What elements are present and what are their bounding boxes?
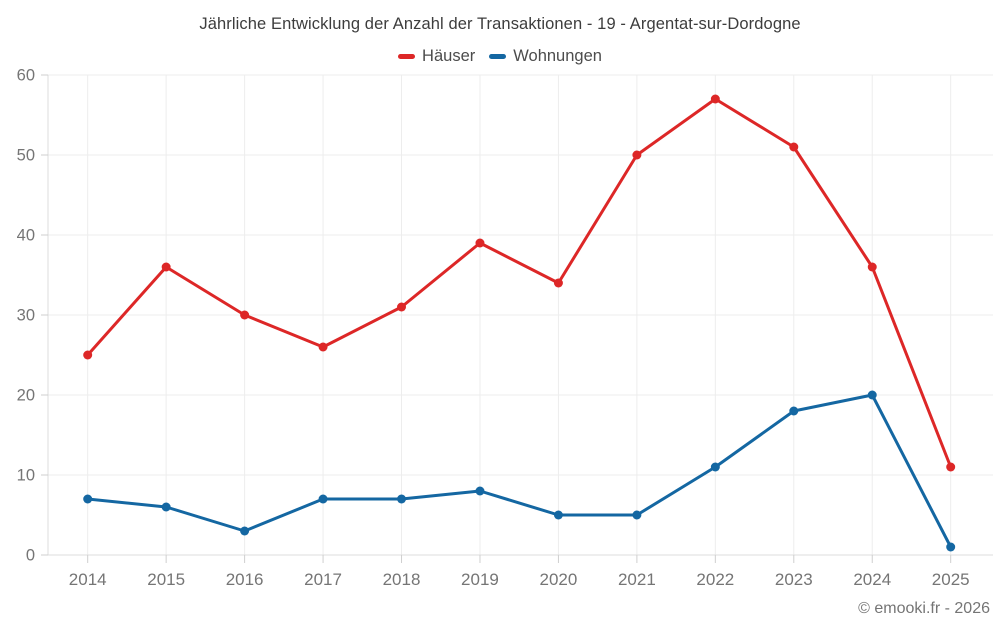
data-point-1-2023[interactable] xyxy=(789,406,799,416)
x-axis-label: 2018 xyxy=(383,570,421,589)
copyright-credit: © emooki.fr - 2026 xyxy=(858,600,990,617)
legend-label-haeuser: Häuser xyxy=(422,47,476,65)
x-axis-label: 2017 xyxy=(304,570,342,589)
data-point-0-2014[interactable] xyxy=(83,350,93,360)
data-point-0-2021[interactable] xyxy=(632,150,642,160)
legend-swatch-wohnungen xyxy=(489,54,507,59)
x-axis-label: 2014 xyxy=(69,570,107,589)
data-point-1-2014[interactable] xyxy=(83,494,93,504)
data-point-1-2015[interactable] xyxy=(161,502,171,512)
y-axis-label: 0 xyxy=(26,547,35,565)
data-point-1-2020[interactable] xyxy=(553,510,563,520)
data-point-0-2022[interactable] xyxy=(710,94,720,104)
data-point-1-2025[interactable] xyxy=(946,542,956,552)
data-point-1-2021[interactable] xyxy=(632,510,642,520)
x-axis-label: 2023 xyxy=(775,570,813,589)
chart-title: Jährliche Entwicklung der Anzahl der Tra… xyxy=(199,15,801,33)
data-point-1-2018[interactable] xyxy=(397,494,407,504)
x-axis-label: 2015 xyxy=(147,570,185,589)
data-point-1-2019[interactable] xyxy=(475,486,485,496)
y-axis-label: 30 xyxy=(17,307,35,325)
x-axis-label: 2025 xyxy=(932,570,970,589)
data-point-0-2025[interactable] xyxy=(946,462,956,472)
x-axis-label: 2021 xyxy=(618,570,656,589)
y-axis-label: 20 xyxy=(17,387,35,405)
y-axis-label: 10 xyxy=(17,467,35,485)
data-point-0-2016[interactable] xyxy=(240,310,250,320)
y-axis-label: 60 xyxy=(17,67,35,85)
data-point-0-2018[interactable] xyxy=(397,302,407,312)
x-axis-label: 2024 xyxy=(853,570,891,589)
legend-label-wohnungen: Wohnungen xyxy=(513,47,602,65)
data-point-0-2023[interactable] xyxy=(789,142,799,152)
data-point-0-2017[interactable] xyxy=(318,342,328,352)
series-line-1 xyxy=(86,393,953,549)
x-axis-label: 2020 xyxy=(540,570,578,589)
data-point-0-2019[interactable] xyxy=(475,238,485,248)
x-axis-label: 2022 xyxy=(696,570,734,589)
data-point-0-2015[interactable] xyxy=(161,262,171,272)
data-point-0-2020[interactable] xyxy=(553,278,563,288)
data-point-1-2022[interactable] xyxy=(710,462,720,472)
legend-swatch-haeuser xyxy=(398,54,416,59)
x-axis-label: 2019 xyxy=(461,570,499,589)
series-line-0 xyxy=(86,97,953,469)
data-point-1-2017[interactable] xyxy=(318,494,328,504)
data-point-1-2024[interactable] xyxy=(867,390,877,400)
y-axis-label: 50 xyxy=(17,147,35,165)
data-point-0-2024[interactable] xyxy=(867,262,877,272)
y-axis-label: 40 xyxy=(17,227,35,245)
data-point-1-2016[interactable] xyxy=(240,526,250,536)
legend-item-haeuser[interactable]: Häuser xyxy=(398,47,475,66)
legend-item-wohnungen[interactable]: Wohnungen xyxy=(489,47,602,66)
legend: Häuser Wohnungen xyxy=(0,47,1000,66)
x-axis-label: 2016 xyxy=(226,570,264,589)
